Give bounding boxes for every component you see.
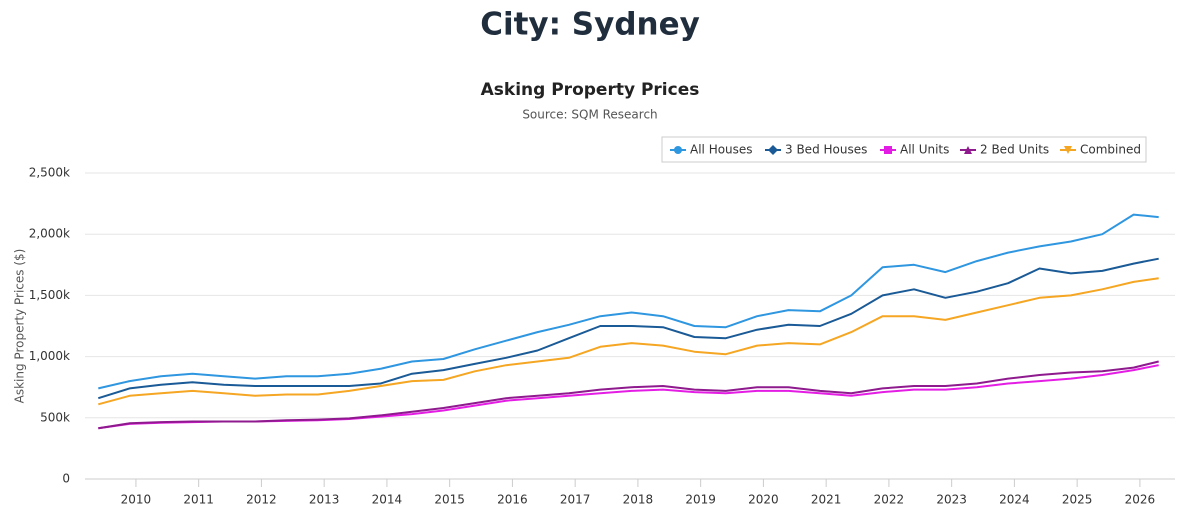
series-line [98,360,1159,430]
legend-marker [884,146,892,154]
chart-title: Asking Property Prices [481,80,700,100]
y-tick-label: 0 [62,472,70,486]
legend-label: 2 Bed Units [980,143,1049,157]
x-tick-label: 2020 [748,493,779,507]
series-line [98,257,1159,400]
y-tick-label: 2,500k [29,166,70,180]
page-title: City: Sydney [480,7,700,43]
x-tick-label: 2011 [183,493,214,507]
x-tick-label: 2021 [811,493,842,507]
legend-marker [768,145,778,155]
x-tick-label: 2019 [685,493,716,507]
series-line [98,277,1159,406]
legend-label: All Houses [690,143,753,157]
legend-label: 3 Bed Houses [785,143,867,157]
x-tick-label: 2012 [246,493,277,507]
y-tick-label: 1,000k [29,349,70,363]
x-tick-label: 2016 [497,493,528,507]
x-tick-label: 2018 [623,493,654,507]
x-tick-label: 2022 [874,493,905,507]
x-tick-label: 2025 [1062,493,1093,507]
x-tick-label: 2023 [936,493,967,507]
legend-marker [1064,146,1072,154]
chart-subtitle: Source: SQM Research [522,108,657,122]
x-tick-label: 2026 [1125,493,1156,507]
x-tick-label: 2015 [434,493,465,507]
x-tick-label: 2010 [121,493,152,507]
y-tick-label: 1,500k [29,288,70,302]
x-tick-label: 2013 [309,493,340,507]
legend-label: Combined [1080,143,1141,157]
legend-marker [964,146,972,154]
legend-marker [674,146,682,154]
y-tick-label: 2,000k [29,227,70,241]
x-tick-label: 2024 [999,493,1030,507]
x-tick-label: 2017 [560,493,591,507]
x-tick-label: 2014 [372,493,403,507]
y-axis-label: Asking Property Prices ($) [13,249,27,404]
y-tick-label: 500k [40,410,70,424]
legend-label: All Units [900,143,949,157]
series-line [98,213,1159,390]
